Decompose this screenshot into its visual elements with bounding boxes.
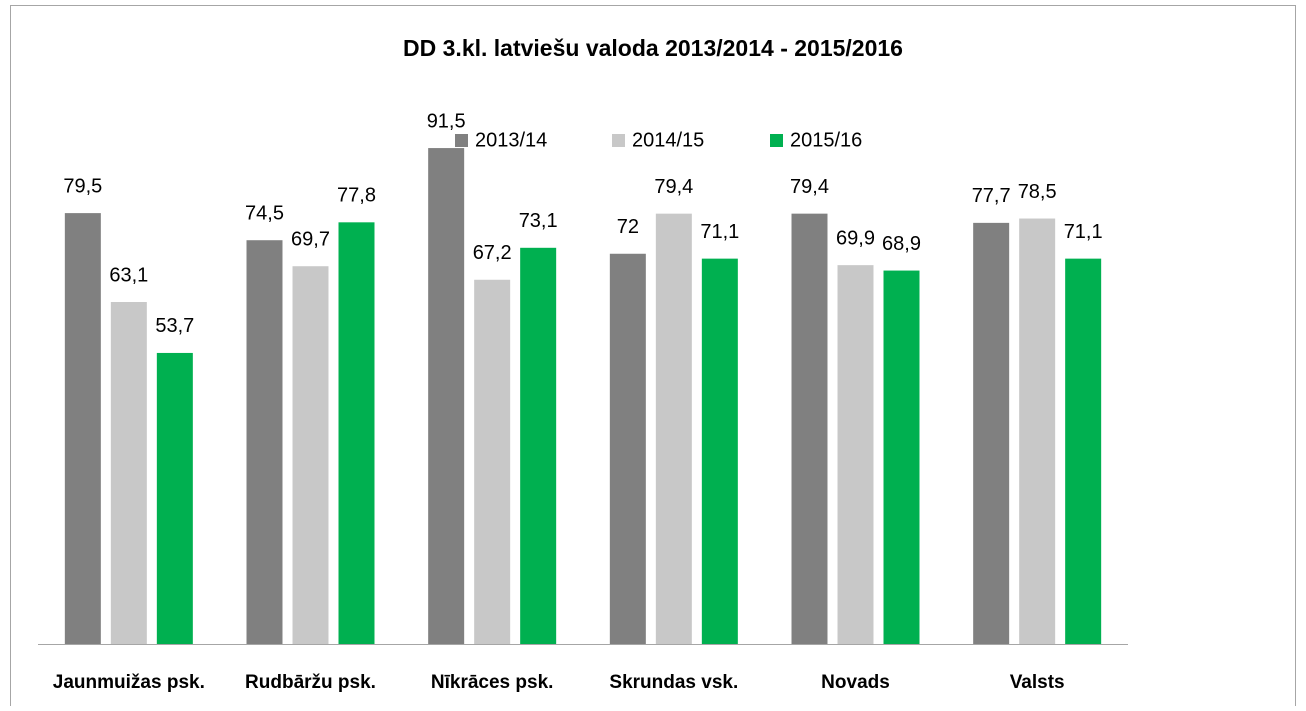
data-label: 91,5 — [427, 110, 466, 132]
data-label: 67,2 — [473, 242, 512, 264]
chart-title: DD 3.kl. latviešu valoda 2013/2014 - 201… — [403, 35, 903, 61]
data-label: 63,1 — [109, 264, 148, 286]
x-tick-label: Jaunmuižas psk. — [53, 672, 205, 693]
data-label: 69,9 — [836, 227, 875, 249]
bar — [338, 222, 375, 644]
bar — [156, 352, 193, 644]
bar — [1019, 218, 1056, 644]
x-tick-label: Novads — [821, 672, 890, 693]
chart-border — [10, 5, 1296, 706]
data-label: 77,7 — [972, 185, 1011, 207]
bar — [1065, 258, 1102, 644]
legend-swatch — [612, 134, 625, 147]
bar — [520, 247, 557, 644]
bar — [973, 222, 1010, 644]
data-label: 79,4 — [790, 176, 829, 198]
data-label: 68,9 — [882, 233, 921, 255]
legend-label: 2015/16 — [790, 129, 862, 151]
bar — [428, 148, 465, 644]
data-label: 77,8 — [337, 185, 376, 207]
data-label: 69,7 — [291, 229, 330, 251]
bar — [791, 213, 828, 645]
x-tick-label: Valsts — [1010, 672, 1065, 693]
data-label: 71,1 — [1064, 221, 1103, 243]
bar — [837, 265, 874, 644]
bar — [701, 258, 738, 644]
bar — [474, 279, 511, 644]
bar — [110, 301, 147, 644]
bar — [883, 270, 920, 644]
legend-swatch — [770, 134, 783, 147]
data-label: 79,5 — [63, 175, 102, 197]
x-tick-label: Nīkrāces psk. — [431, 672, 554, 693]
bar — [292, 266, 329, 644]
data-label: 74,5 — [245, 202, 284, 224]
data-label: 73,1 — [519, 210, 558, 232]
legend-label: 2013/14 — [475, 129, 547, 151]
data-label: 79,4 — [654, 176, 693, 198]
legend-label: 2014/15 — [632, 129, 704, 151]
x-tick-label: Rudbāržu psk. — [245, 672, 376, 693]
data-label: 72 — [617, 216, 639, 238]
bar — [655, 213, 692, 645]
bar — [609, 253, 646, 644]
data-label: 53,7 — [155, 315, 194, 337]
x-tick-label: Skrundas vsk. — [609, 672, 738, 693]
bar — [64, 213, 101, 645]
data-label: 71,1 — [700, 221, 739, 243]
bar — [246, 240, 283, 644]
data-label: 78,5 — [1018, 181, 1057, 203]
legend-swatch — [455, 134, 468, 147]
